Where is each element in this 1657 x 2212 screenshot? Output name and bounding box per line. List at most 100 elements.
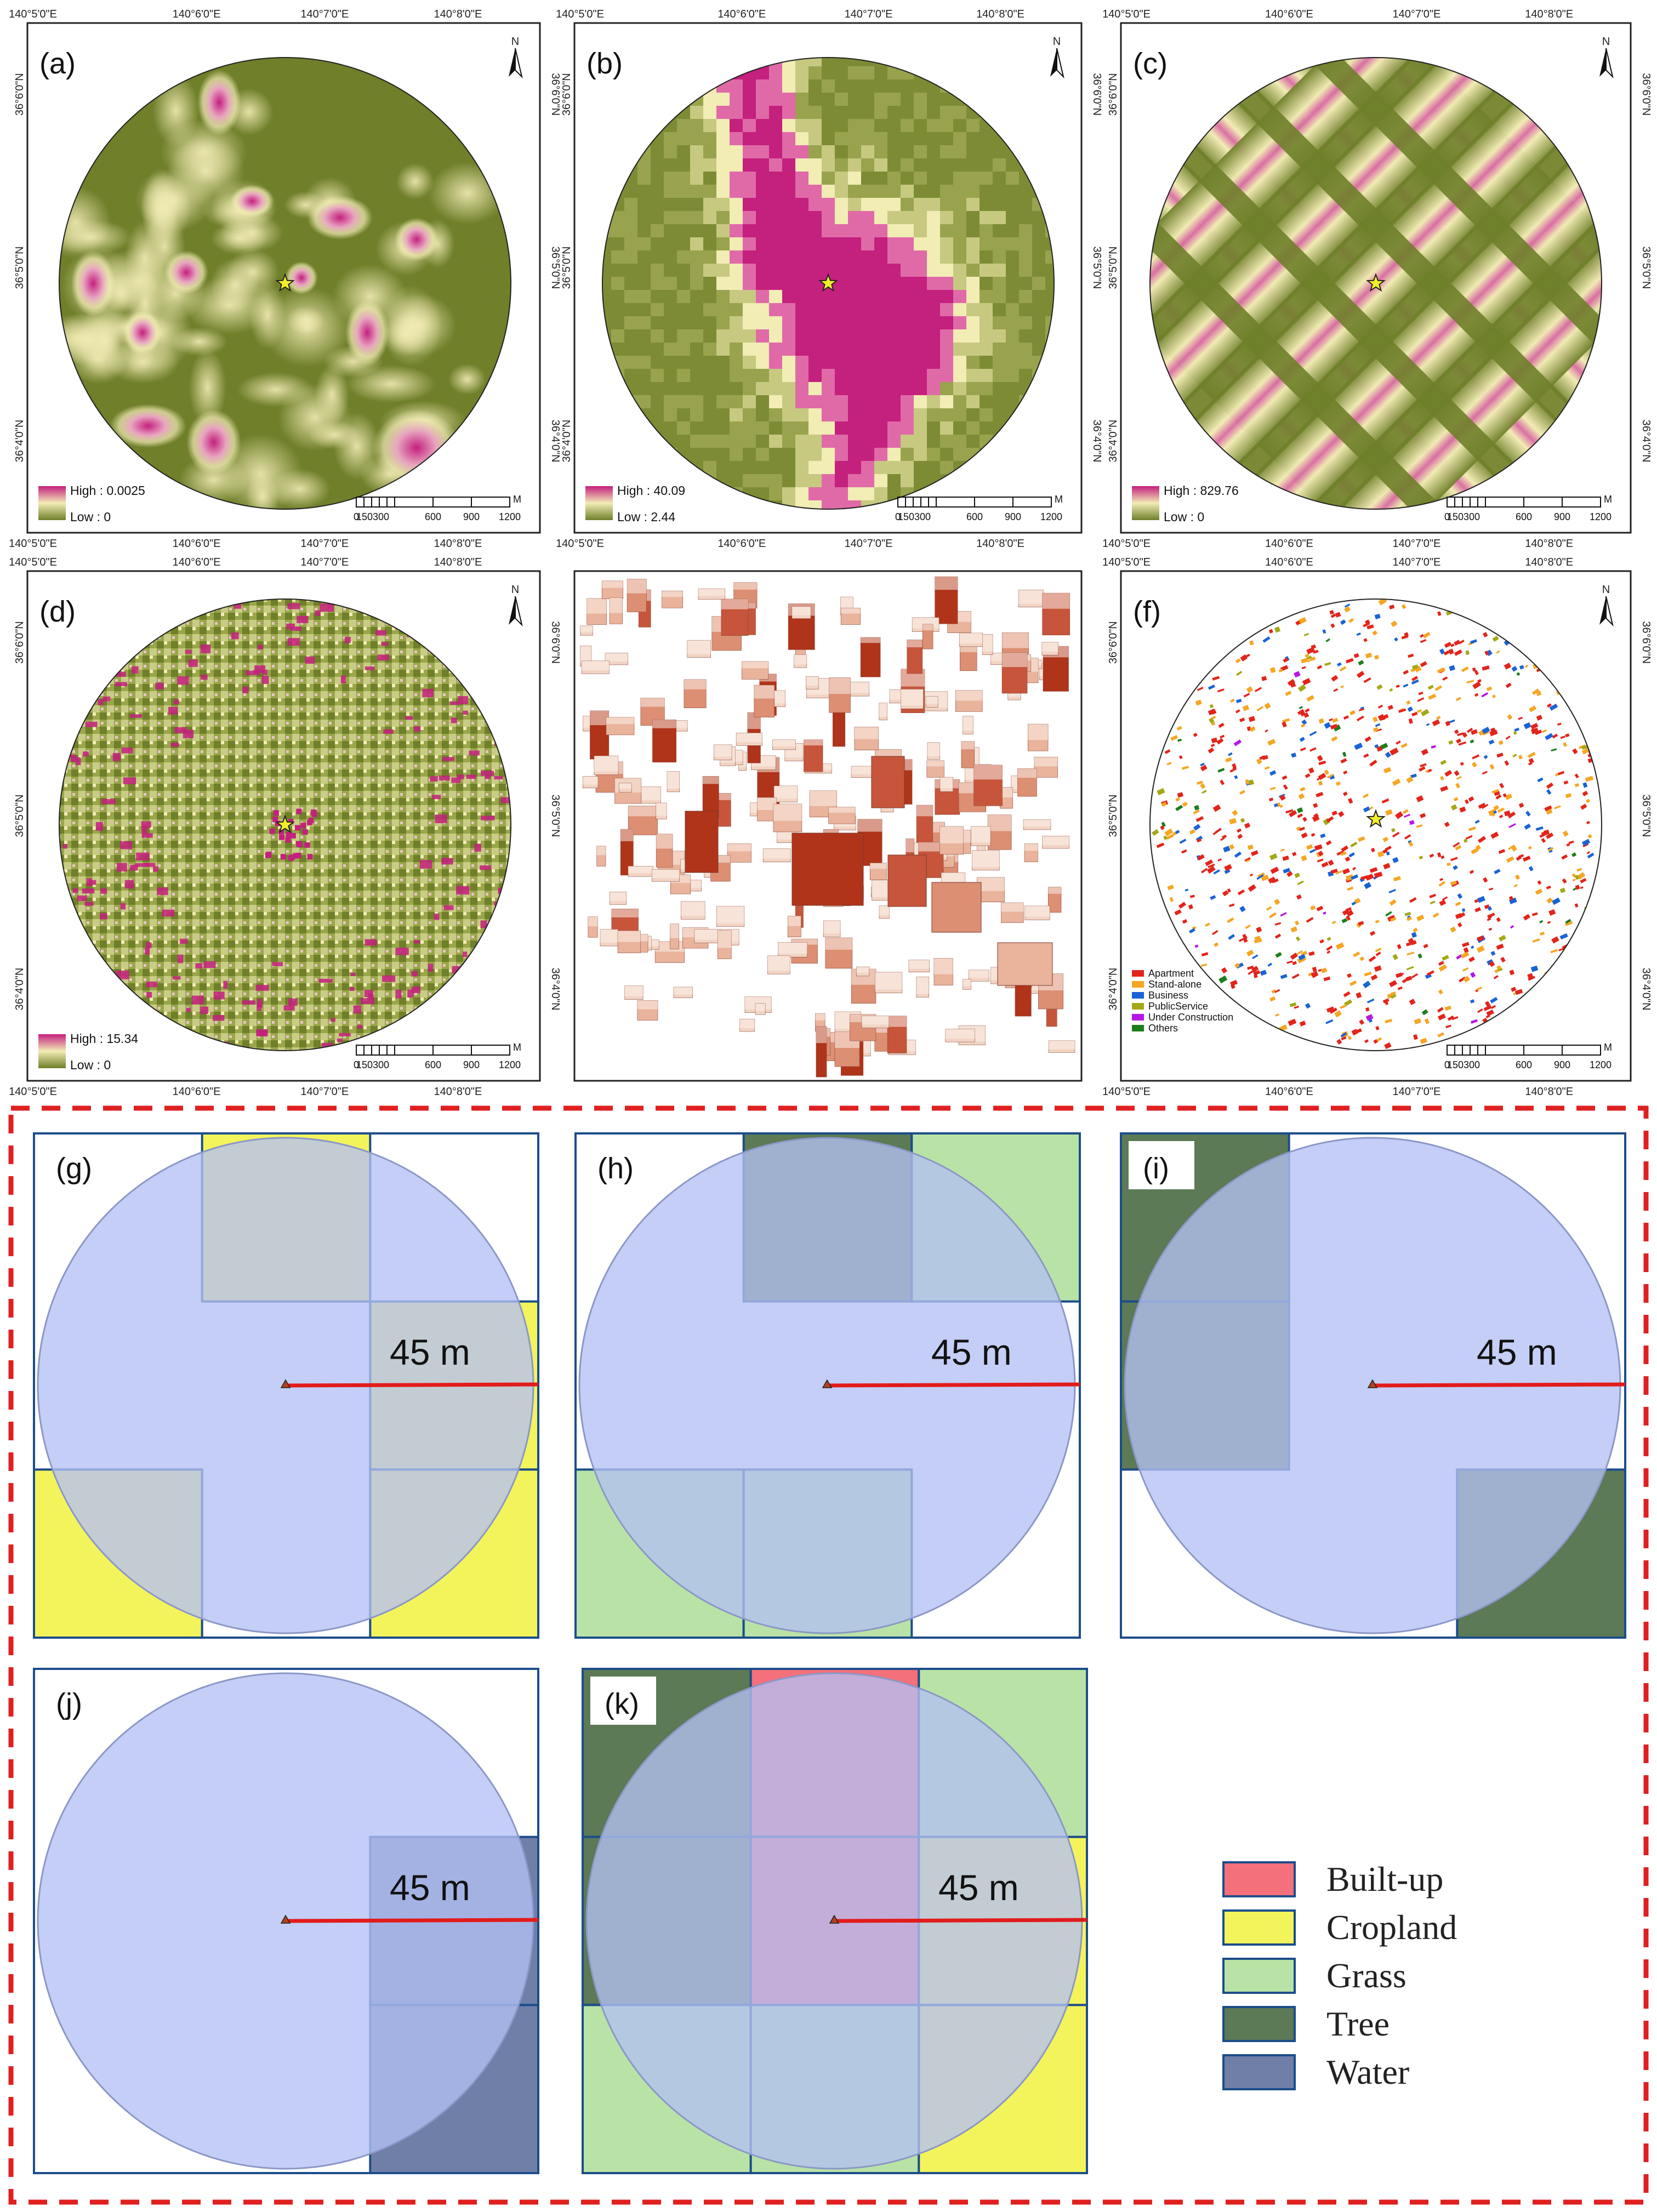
building-footprint [1200,762,1205,767]
raster-cell [927,461,940,474]
raster-cell [743,395,756,408]
building-footprint [1368,955,1376,962]
raster-cell [914,290,927,303]
building-footprint [1266,906,1272,911]
building-footprint [1332,717,1339,723]
building-footprint [1343,770,1348,774]
building-footprint [1387,915,1396,922]
building-footprint [1468,796,1474,802]
raster-cell [848,66,861,79]
building-footprint [1530,965,1539,972]
building-footprint [1369,931,1376,936]
building-footprint [1352,866,1357,871]
raster-cell [980,290,993,303]
lon-tick-top: 140°6'0"E [1265,556,1313,568]
building-roof [652,869,680,879]
building-footprint [1312,966,1317,972]
raster-cell [743,369,756,382]
building-roof [1024,843,1038,851]
edge-patch [157,887,168,896]
raster-cell [835,356,848,369]
building-footprint [1245,779,1250,785]
raster-cell [716,119,730,132]
building-footprint [1189,829,1195,835]
raster-cell [966,198,980,211]
raster-cell [861,448,874,461]
edge-patch [288,998,298,1006]
raster-cell [901,329,914,343]
raster-cell [795,316,808,329]
star-icon [1366,273,1386,292]
building-footprint [1509,970,1515,976]
building-footprint [1212,804,1221,812]
raster-cell [966,290,980,303]
building-footprint [1301,855,1307,862]
raster-cell [782,106,795,119]
building-footprint [1489,764,1495,770]
building-roof [856,967,869,973]
building-footprint [1403,813,1411,818]
building-roof [681,901,705,916]
building-footprint [1230,698,1235,703]
raster-cell [730,474,743,487]
raster-cell [795,145,808,158]
building-roof [861,637,881,643]
building-footprint [1311,833,1316,837]
raster-cell [874,145,887,158]
lon-tick-top: 140°7'0"E [1392,556,1440,568]
building-roof [733,582,758,590]
building-footprint [1298,793,1305,800]
building-footprint [1545,733,1553,740]
raster-cell [822,172,835,185]
raster-cell [887,290,901,303]
building-footprint [1329,1007,1337,1014]
panel-d: 140°5'0"E140°5'0"E140°6'0"E140°6'0"E140°… [9,556,561,1098]
raster-cell [690,329,703,343]
star-icon [275,814,295,834]
raster-cell [690,435,703,448]
building-footprint [1386,851,1390,856]
building-footprint [1330,623,1335,628]
building-footprint [1496,752,1504,758]
lon-tick-top: 140°6'0"E [173,556,221,568]
building-roof [684,679,707,689]
raster-cell [703,132,716,145]
raster-cell [795,277,808,290]
raster-cell [953,421,966,435]
raster-cell [677,158,690,172]
raster-cell [927,277,940,290]
raster-cell [966,277,980,290]
raster-cell [756,421,769,435]
building-footprint [1389,688,1393,692]
raster-cell [914,369,927,382]
building-footprint [1565,733,1570,738]
edge-patch [246,670,260,675]
raster-cell [756,303,769,316]
building-footprint [1243,938,1248,943]
raster-cell [716,329,730,343]
raster-cell [743,277,756,290]
raster-cell [703,224,716,237]
raster-cell [874,237,887,250]
raster-cell [966,264,980,277]
building-footprint [1237,828,1242,833]
raster-cell [756,185,769,198]
raster-cell [756,264,769,277]
road-band [1150,58,1530,437]
raster-cell [782,316,795,329]
building-footprint [1239,717,1245,722]
building-footprint [1294,873,1300,878]
edge-patch [120,841,132,850]
radius-label: 45 m [931,1332,1012,1372]
building-footprint [1157,788,1165,796]
edge-patch [179,938,188,944]
building-footprint [1210,895,1216,900]
building-footprint [1572,748,1578,755]
raster-cell [1045,277,1054,290]
building-footprint [1208,863,1215,869]
raster-cell [664,369,677,382]
raster-cell [874,395,887,408]
raster-cell [808,356,822,369]
building-footprint [1492,694,1496,698]
